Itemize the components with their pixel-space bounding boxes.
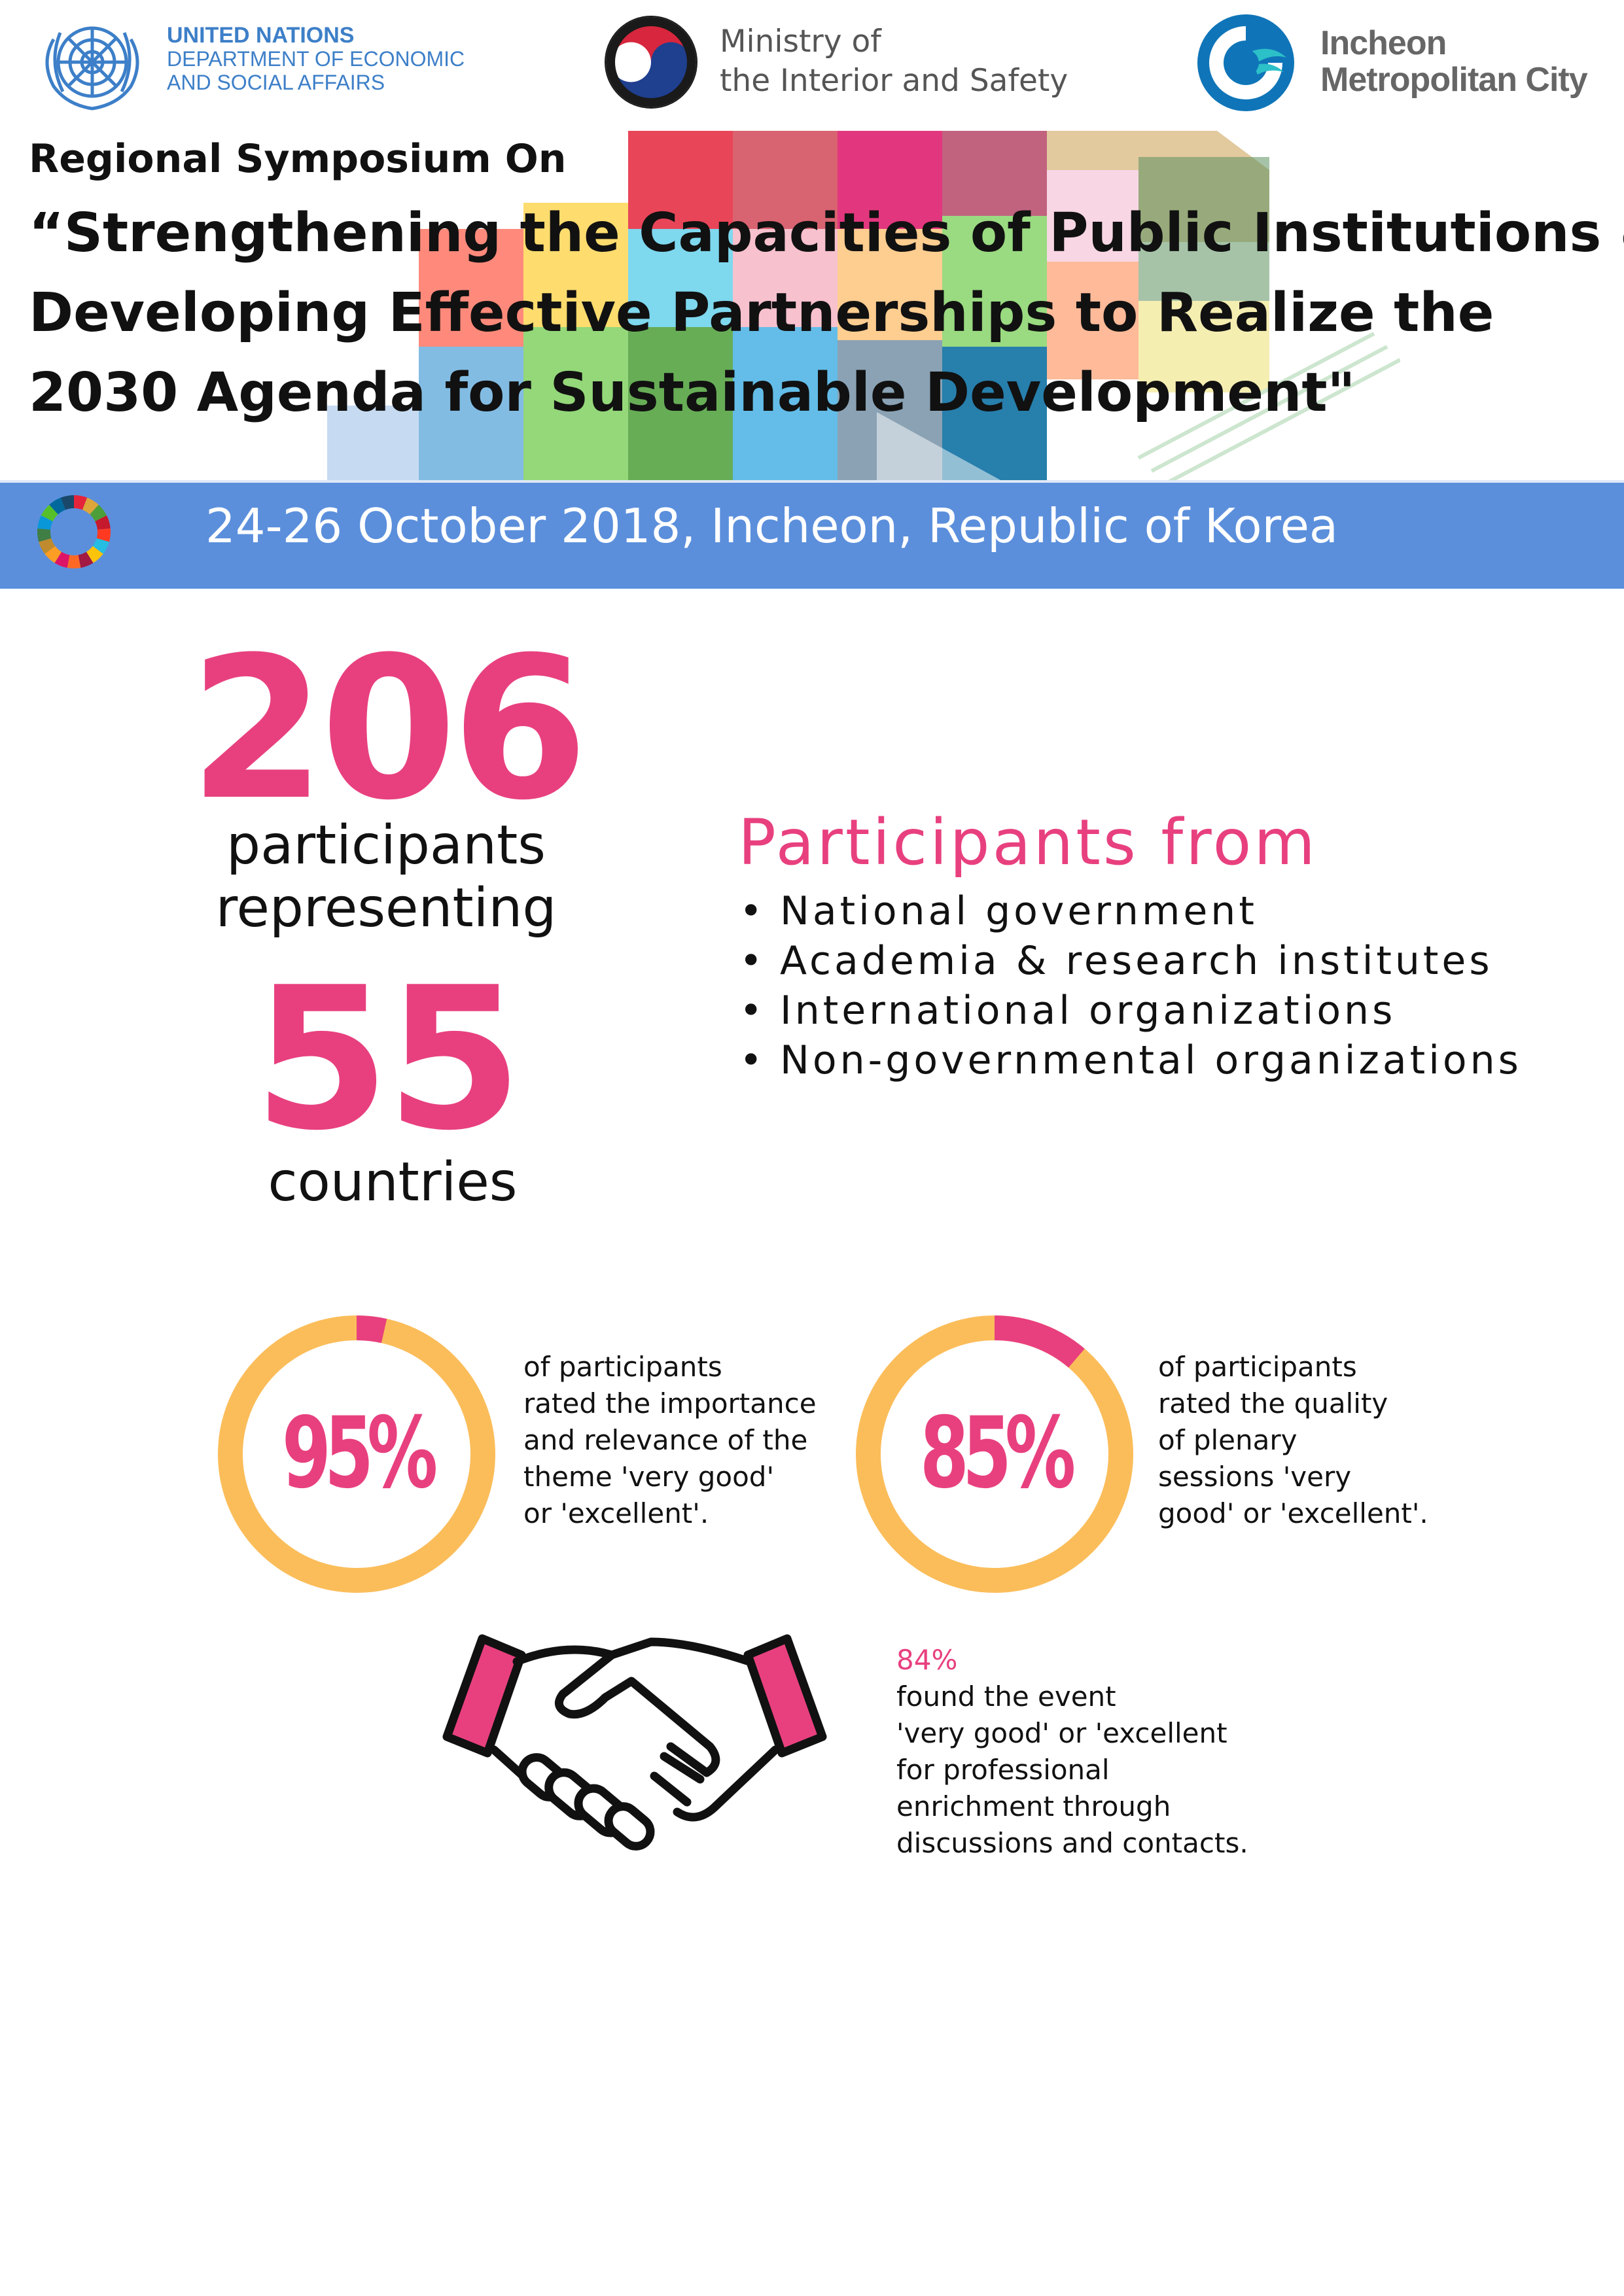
stat-line: of participants <box>523 1351 722 1383</box>
stat-line: 'very good' or 'excellent <box>896 1717 1227 1749</box>
sdg-wheel-segment <box>90 504 107 521</box>
representing-label: representing <box>215 877 557 939</box>
participants-caption: participants representing <box>164 814 609 940</box>
enrichment-stat: 84% found the event 'very good' or 'exce… <box>896 1642 1248 1862</box>
list-item: • National government <box>739 886 1522 936</box>
un-logo-line2: DEPARTMENT OF ECONOMIC <box>167 47 465 71</box>
stat-line: enrichment through <box>896 1790 1171 1822</box>
stat-line: and relevance of the <box>523 1424 808 1456</box>
list-item: • Non-governmental organizations <box>739 1035 1522 1085</box>
title-line-3: 2030 Agenda for Sustainable Development" <box>29 362 1356 424</box>
rating-percent-importance: 95% <box>281 1397 438 1510</box>
stat-line: of participants <box>1158 1351 1357 1383</box>
mois-logo-text: Ministry of the Interior and Safety <box>720 22 1068 101</box>
sdg-wheel-segment <box>67 555 81 568</box>
enrichment-percent: 84% <box>896 1644 958 1676</box>
sdg-wheel-segment <box>37 528 52 542</box>
participants-count: 206 <box>188 615 588 843</box>
title-line-1: “Strengthening the Capacities of Public … <box>29 202 1624 264</box>
sdg-wheel-segment <box>82 497 99 515</box>
title-line-2: Developing Effective Partnerships to Rea… <box>29 282 1494 344</box>
participants-label: participants <box>226 814 546 877</box>
sdg-wheel-segment <box>39 538 56 554</box>
stat-line: for professional <box>896 1754 1110 1786</box>
stat-line: found the event <box>896 1680 1116 1713</box>
rating-percent-quality: 85% <box>919 1397 1076 1510</box>
sdg-wheel-segment <box>44 546 62 563</box>
stat-line: theme 'very good' <box>523 1461 775 1493</box>
mois-logo-line2: the Interior and Safety <box>720 63 1068 99</box>
countries-label: countries <box>268 1151 518 1213</box>
rating-ring-importance <box>218 1315 495 1593</box>
participants-from-list: • National government • Academia & researc… <box>739 886 1522 1085</box>
sdg-wheel-segment <box>96 528 111 542</box>
stat-line: rated the quality <box>1158 1387 1388 1419</box>
list-item-label: Non-governmental organizations <box>780 1037 1522 1083</box>
countries-count: 55 <box>253 945 522 1174</box>
list-item-label: Academia & research institutes <box>780 938 1493 984</box>
sdg-wheel-segment <box>86 546 103 563</box>
sdg-wheel-segment <box>92 538 109 554</box>
sdg-wheel-segment <box>54 551 70 568</box>
sdg-wheel-icon <box>37 495 111 568</box>
un-desa-logo-text: UNITED NATIONS DEPARTMENT OF ECONOMIC AN… <box>167 24 465 94</box>
sdg-wheel-segment <box>60 495 74 510</box>
list-item-label: National government <box>780 888 1258 934</box>
bullet-icon: • <box>739 888 766 934</box>
ring-progress-arc <box>856 1315 1133 1593</box>
incheon-logo-line1: Incheon <box>1320 24 1447 62</box>
list-item: • Academia & research institutes <box>739 936 1522 986</box>
un-logo-line3: AND SOCIAL AFFAIRS <box>167 71 385 94</box>
list-item-label: International organizations <box>780 988 1396 1034</box>
list-item: • International organizations <box>739 986 1522 1035</box>
date-bar <box>0 480 1624 589</box>
incheon-emblem-icon <box>1197 14 1294 111</box>
ring-progress-arc <box>218 1315 495 1593</box>
un-logo-line1: UNITED NATIONS <box>167 23 355 48</box>
symposium-title: “Strengthening the Capacities of Public … <box>29 194 1624 433</box>
incheon-logo-text: Incheon Metropolitan City <box>1320 24 1588 99</box>
stat-line: rated the importance <box>523 1387 817 1419</box>
stat-line: of plenary <box>1158 1424 1297 1456</box>
stat-line: or 'excellent'. <box>523 1497 709 1529</box>
stat-line: good' or 'excellent'. <box>1158 1497 1428 1529</box>
taegeuk-emblem-icon <box>605 16 697 109</box>
bullet-icon: • <box>739 1037 766 1083</box>
mois-logo-line1: Ministry of <box>720 24 881 60</box>
symposium-subtitle: Regional Symposium On <box>29 136 567 182</box>
sdg-wheel-segment <box>41 504 58 521</box>
event-date-location: 24-26 October 2018, Incheon, Republic of… <box>205 498 1338 553</box>
bullet-icon: • <box>739 938 766 984</box>
participants-from-heading: Participants from <box>738 806 1318 879</box>
rating-description-importance: of participants rated the importance and… <box>523 1349 817 1532</box>
bullet-icon: • <box>739 988 766 1034</box>
rating-description-quality: of participants rated the quality of ple… <box>1158 1349 1428 1532</box>
sdg-wheel-segment <box>49 497 65 515</box>
incheon-logo-line2: Metropolitan City <box>1320 61 1588 99</box>
sdg-wheel-segment <box>74 495 88 510</box>
sdg-wheel-segment <box>95 515 111 530</box>
stat-line: discussions and contacts. <box>896 1827 1248 1859</box>
handshake-icon <box>442 1634 827 1851</box>
sdg-cubes-illustration <box>327 131 1400 484</box>
sdg-wheel-segment <box>78 551 94 568</box>
stat-line: sessions 'very <box>1158 1461 1352 1493</box>
sdg-wheel-segment <box>37 515 53 530</box>
rating-ring-quality <box>856 1315 1133 1593</box>
un-emblem-icon <box>45 26 139 111</box>
